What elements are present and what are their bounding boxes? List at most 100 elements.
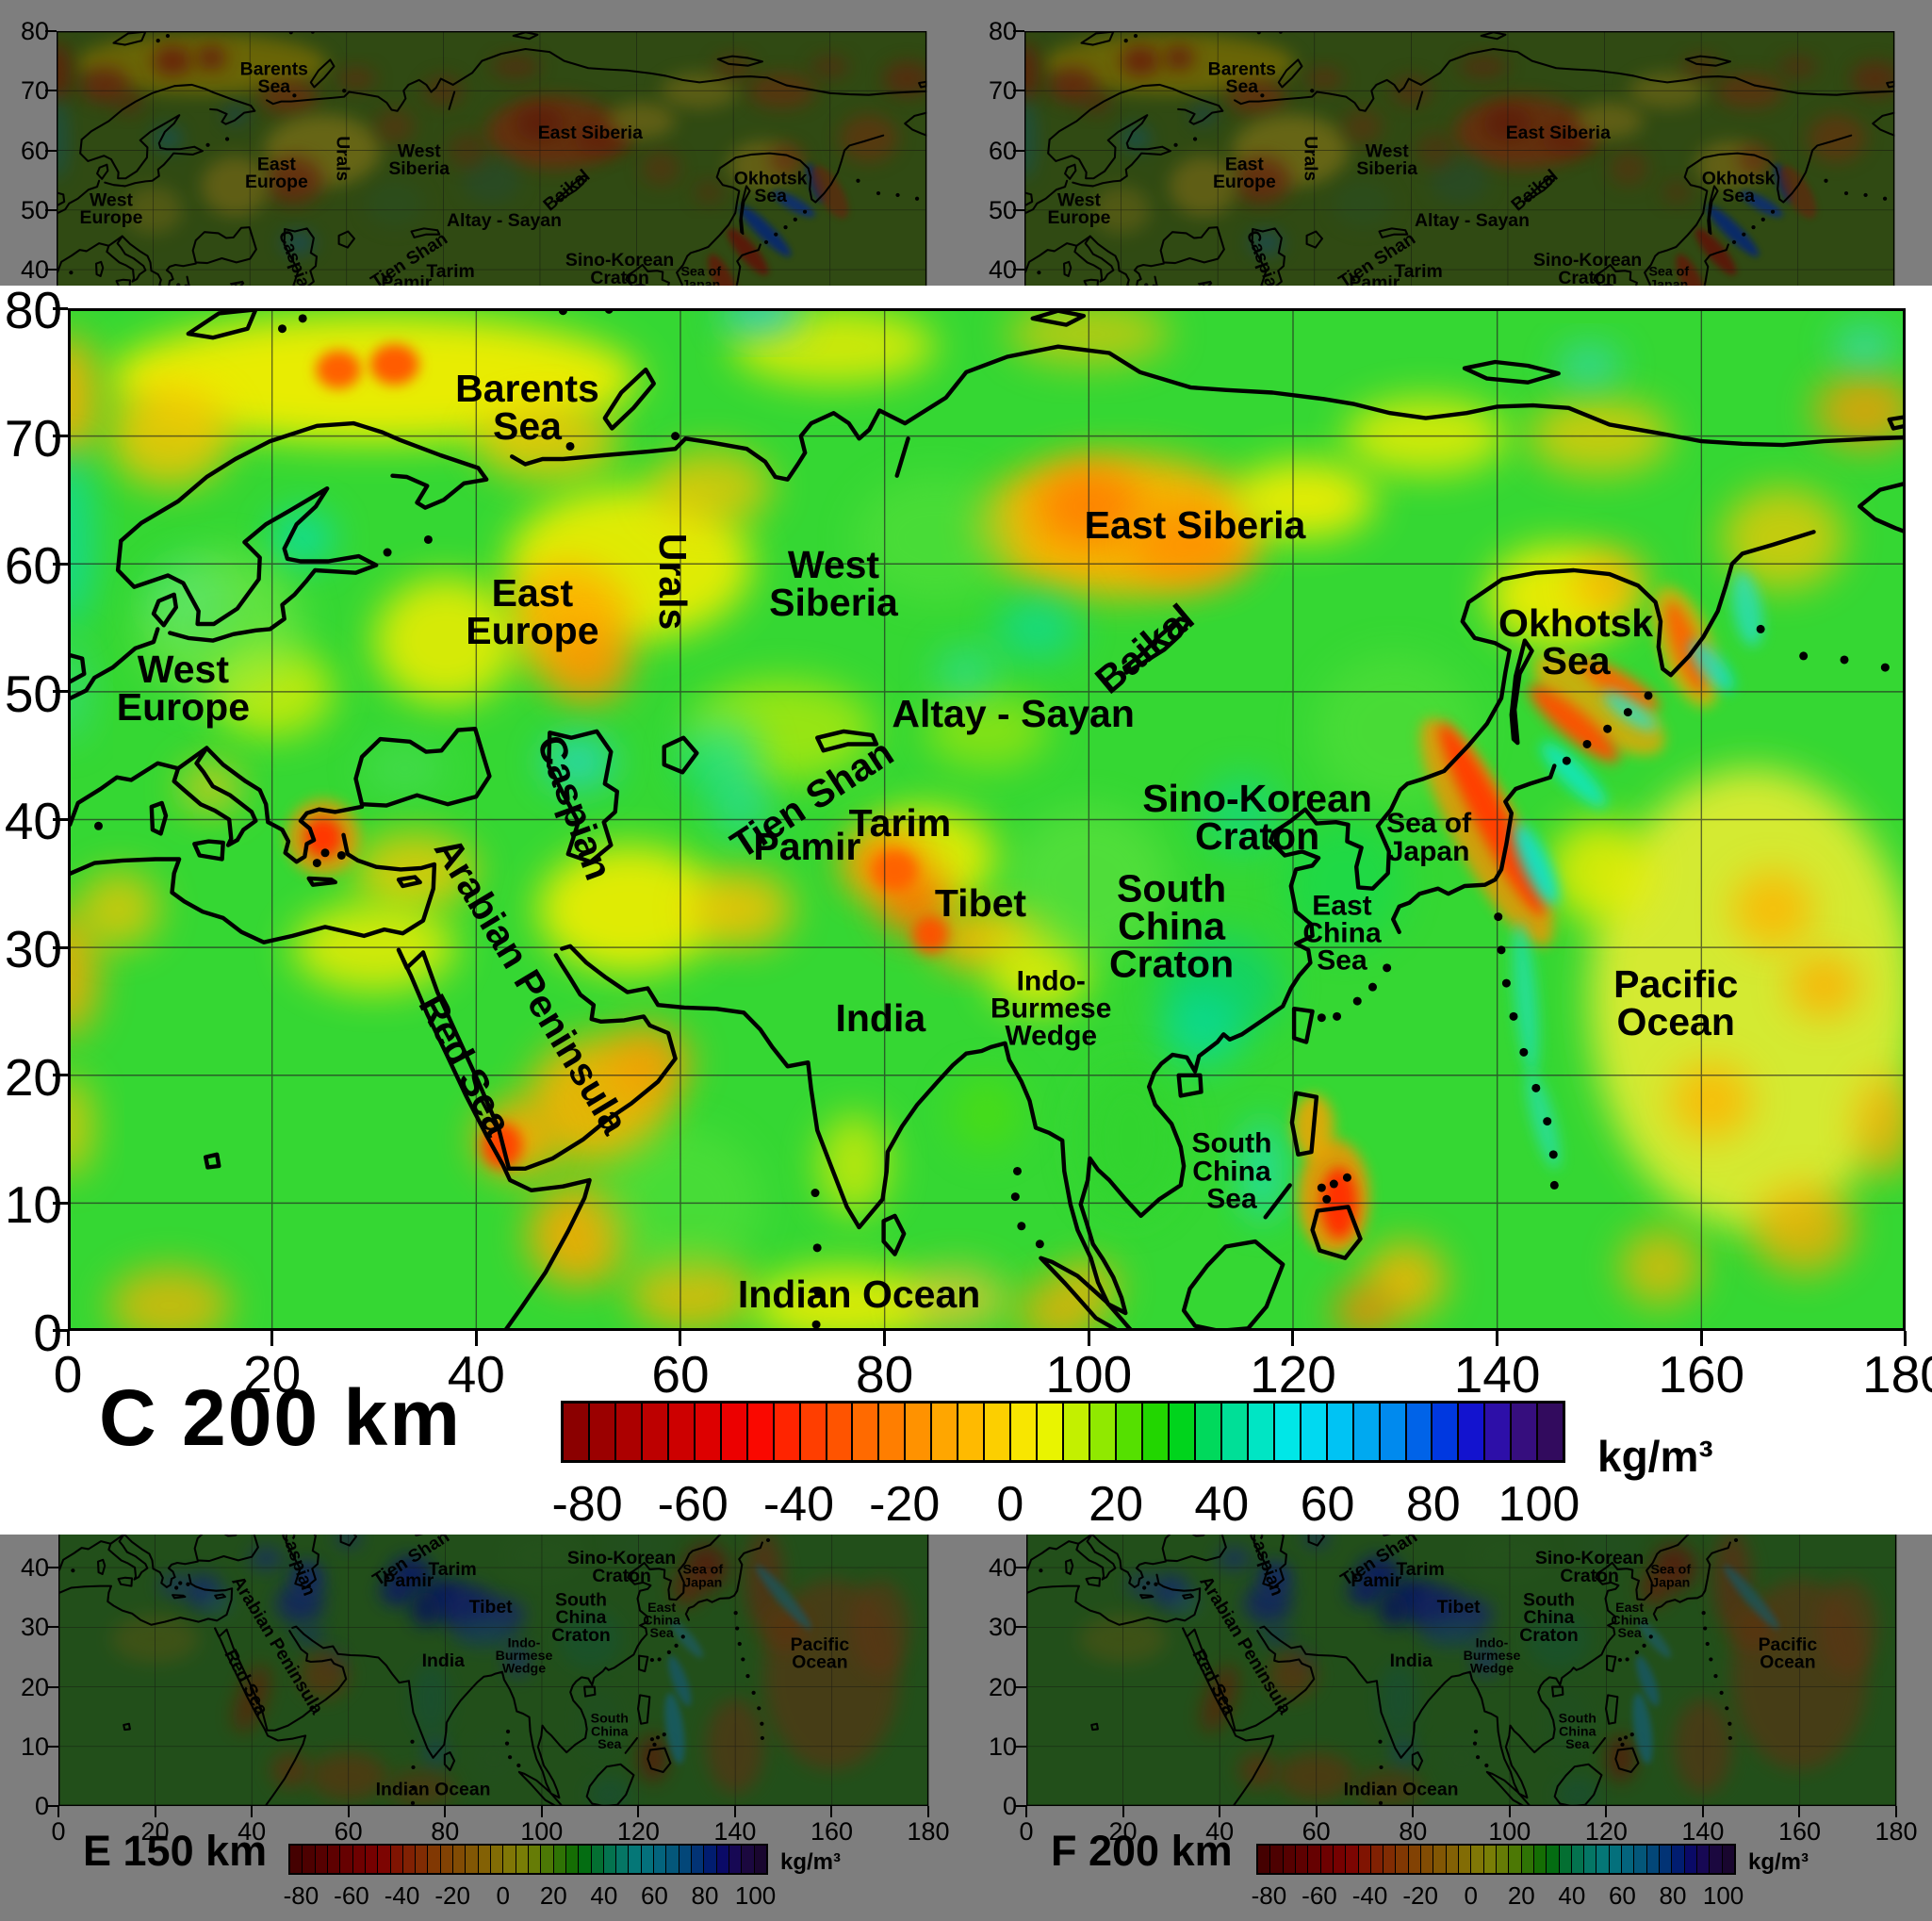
tick-mark — [1013, 90, 1024, 92]
lat-tick-label: 70 — [988, 76, 1017, 106]
colorbar-segment — [1520, 1846, 1533, 1873]
map-label: Tien Shan — [367, 227, 451, 292]
map-label: East China Sea — [643, 1601, 680, 1641]
colorbar-segment — [1369, 1846, 1384, 1873]
colorbar-segment — [1307, 1846, 1320, 1873]
lon-tick-label: 80 — [431, 1817, 460, 1846]
tick-mark — [927, 1806, 930, 1818]
colorbar-segment — [552, 1846, 565, 1873]
tick-mark — [1508, 1806, 1511, 1818]
colorbar-segment — [1433, 1846, 1446, 1873]
map-label: Baikal — [1506, 165, 1562, 215]
tick-mark — [1315, 1806, 1318, 1818]
colorbar-segment — [1645, 1846, 1659, 1873]
colorbar-segment — [389, 1846, 402, 1873]
tick-mark — [45, 269, 57, 271]
map-label: Sino-Korean Craton — [1532, 249, 1643, 287]
tick-mark — [45, 90, 57, 92]
lat-tick-label: 30 — [988, 1613, 1017, 1642]
colorbar-segment — [290, 1846, 303, 1873]
colorbar-segment — [653, 1846, 666, 1873]
map-label: Tarim — [428, 1558, 477, 1580]
colorbar-segment — [691, 1846, 704, 1873]
map-label: West Siberia — [1356, 140, 1418, 179]
tick-mark — [1015, 1567, 1026, 1569]
colorbar-segment — [715, 1846, 729, 1873]
colorbar-segment — [377, 1846, 390, 1873]
map-label: West Europe — [79, 189, 143, 228]
lon-tick-label: 100 — [1488, 1817, 1531, 1846]
tick-mark — [1015, 1746, 1026, 1749]
colorbar-tick-label: 100 — [734, 1881, 777, 1910]
colorbar-segment — [703, 1846, 716, 1873]
map-label: Arabian Peninsula — [227, 1572, 328, 1718]
lon-tick-label: 180 — [1875, 1817, 1918, 1846]
map-label: Indo- Burmese Wedge — [495, 1635, 553, 1676]
tick-mark — [47, 1805, 58, 1808]
tick-mark — [154, 1806, 156, 1818]
colorbar-segment — [1596, 1846, 1609, 1873]
map-label: Baikal — [538, 165, 594, 215]
tick-mark — [1122, 1806, 1124, 1818]
colorbar-segment — [1458, 1846, 1471, 1873]
colorbar-segment — [1407, 1846, 1421, 1873]
colorbar-segment — [1683, 1846, 1696, 1873]
colorbar-segment — [1608, 1846, 1622, 1873]
map-label: Sino-Korean Craton — [566, 1547, 677, 1585]
tick-mark — [45, 30, 57, 32]
map-label: Indo- Burmese Wedge — [1463, 1635, 1521, 1676]
map-label: Red Sea — [221, 1645, 273, 1718]
colorbar-segment — [1709, 1846, 1722, 1873]
colorbar-segment — [753, 1846, 766, 1873]
colorbar-tick-label: 0 — [496, 1881, 510, 1910]
main-panel-background — [0, 286, 1932, 1535]
colorbar-tick-label: -40 — [384, 1881, 420, 1910]
colorbar-tick-label: 80 — [691, 1881, 719, 1910]
tick-mark — [1701, 1806, 1704, 1818]
colorbar-segment — [1269, 1846, 1283, 1873]
map-label: Sino-Korean Craton — [1534, 1547, 1645, 1585]
map-label: Tibet — [468, 1596, 513, 1617]
colorbar-segment — [602, 1846, 616, 1873]
tick-mark — [1015, 1626, 1026, 1629]
colorbar-tick-label: 80 — [1659, 1881, 1687, 1910]
map-label: Tien Shan — [368, 1525, 453, 1590]
tick-mark — [47, 1567, 58, 1569]
colorbar-tick-label: -80 — [1251, 1881, 1287, 1910]
map-label: Tarim — [1396, 1558, 1445, 1580]
lat-tick-label: 0 — [1002, 1792, 1017, 1821]
colorbar-tick-label: -60 — [1302, 1881, 1337, 1910]
lon-tick-label: 60 — [334, 1817, 363, 1846]
tick-mark — [1412, 1806, 1415, 1818]
map-label: East Europe — [1212, 154, 1276, 192]
lon-tick-label: 0 — [1019, 1817, 1034, 1846]
colorbar-tick-label: 20 — [1507, 1881, 1535, 1910]
colorbar-segment — [452, 1846, 466, 1873]
lon-tick-label: 100 — [520, 1817, 564, 1846]
map-label: Tien Shan — [1334, 227, 1419, 292]
colorbar-segment — [741, 1846, 754, 1873]
tick-mark — [57, 1806, 59, 1818]
colorbar-segment — [615, 1846, 629, 1873]
colorbar-segment — [628, 1846, 641, 1873]
map-label: Sea of Japan — [1650, 1562, 1692, 1590]
colorbar-tick-label: -80 — [283, 1881, 319, 1910]
tick-mark — [45, 149, 57, 152]
lat-tick-label: 0 — [34, 1792, 49, 1821]
map-label: Indian Ocean — [1343, 1779, 1459, 1799]
tick-mark — [251, 1806, 254, 1818]
map-label: Caspian — [276, 1525, 320, 1599]
lat-tick-label: 40 — [988, 1553, 1017, 1583]
colorbar-tick-label: 20 — [539, 1881, 567, 1910]
colorbar-segment — [515, 1846, 528, 1873]
colorbar-tick-label: 100 — [1702, 1881, 1744, 1910]
colorbar-segment — [640, 1846, 654, 1873]
lat-tick-label: 30 — [20, 1613, 49, 1642]
tick-mark — [637, 1806, 640, 1818]
colorbar-segment — [1695, 1846, 1710, 1873]
tick-mark — [1013, 149, 1024, 152]
tick-mark — [1013, 30, 1024, 32]
lon-tick-label: 40 — [1205, 1817, 1235, 1846]
map-label: Urals — [333, 136, 353, 182]
